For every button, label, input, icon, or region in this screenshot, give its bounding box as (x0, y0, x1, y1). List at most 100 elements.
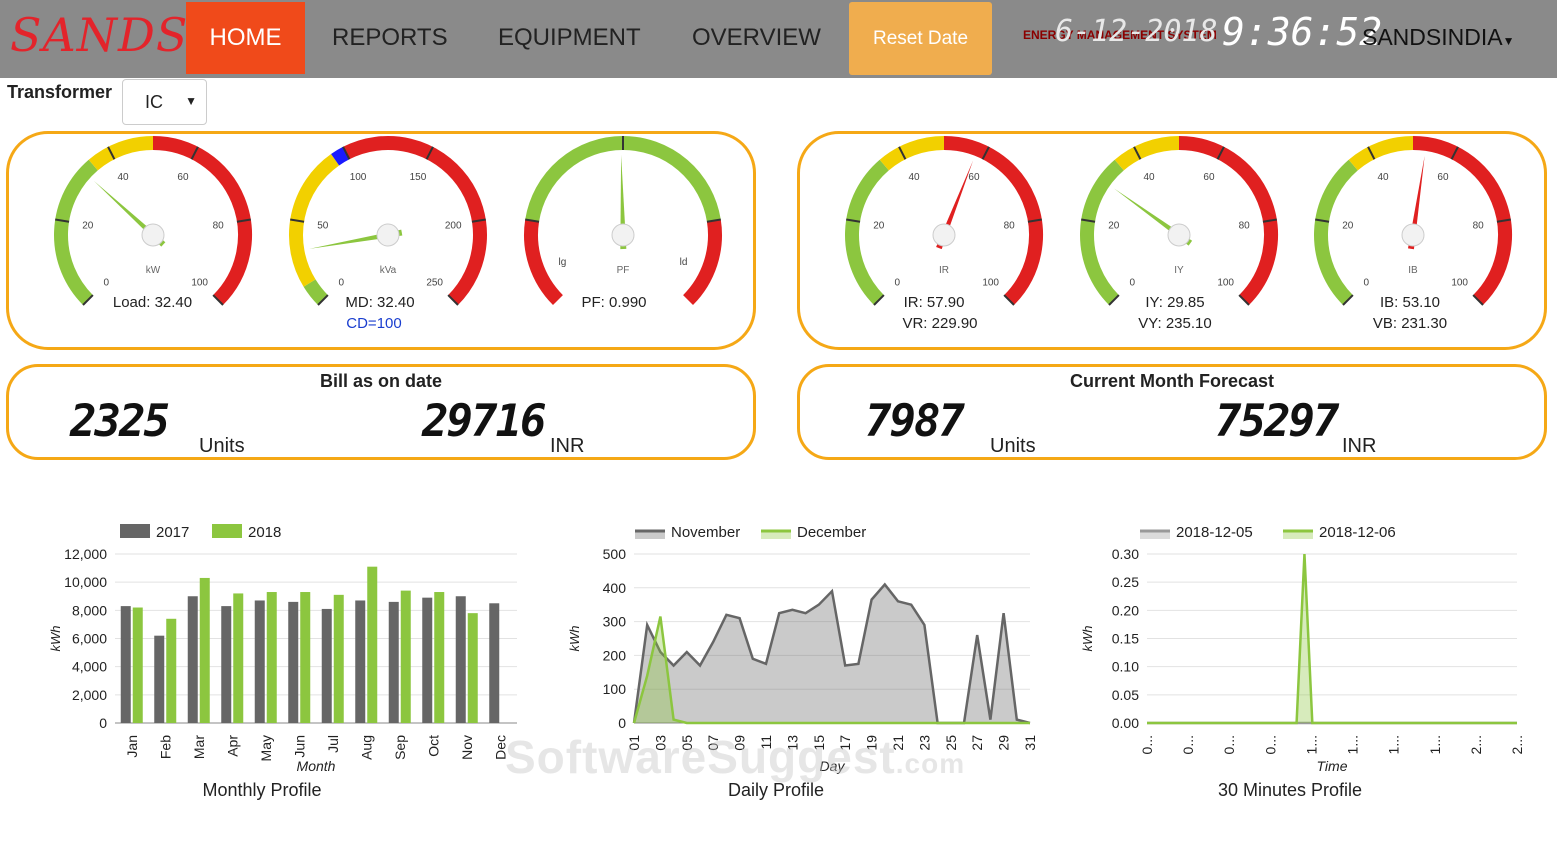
x-tick-label: 0... (1262, 735, 1278, 754)
x-tick-label: Apr (224, 735, 240, 757)
legend-swatch (635, 531, 665, 539)
x-tick-label: 1... (1303, 735, 1319, 754)
load-caption: Load: 32.40 (112, 294, 193, 311)
gauge-tick-label: 60 (1437, 172, 1449, 183)
gauge-tick-label: 100 (1451, 278, 1468, 289)
gauge-band (524, 219, 564, 306)
gauge-tick (873, 294, 885, 306)
gauge-tick (1027, 218, 1042, 223)
gauge-tick-label: 0 (895, 278, 901, 289)
gauge-tick-label: 20 (82, 221, 94, 232)
gauge-tick (190, 146, 199, 160)
x-tick-label: Dec (492, 735, 508, 760)
gauge-tick-label: 40 (117, 172, 129, 183)
nav-overview[interactable]: OVERVIEW (692, 24, 821, 51)
x-tick-label: 25 (943, 735, 959, 751)
y-tick-label: 2,000 (72, 687, 107, 703)
gauge-tick (342, 146, 351, 160)
x-tick-label: May (258, 735, 274, 761)
bar (467, 613, 478, 723)
bar (120, 606, 131, 723)
legend-label: 2018 (248, 524, 281, 541)
gauge-tick (212, 294, 224, 306)
forecast-inr-label: INR (1342, 435, 1377, 457)
ir-caption: IR: 57.90 (903, 294, 965, 311)
x-tick-label: 19 (864, 735, 880, 751)
gauge-hub (611, 223, 635, 247)
gauge-hub (1167, 223, 1191, 247)
clock-date: 6-12-2018 (1055, 14, 1218, 49)
y-tick-label: 0.15 (1112, 631, 1139, 647)
gauge-tick (447, 294, 459, 306)
legend-swatch (1283, 531, 1313, 539)
gauge-tick (1003, 294, 1015, 306)
ir-gauge: 0 20 40 60 80 100 IR (845, 136, 1043, 306)
y-tick-label: 6,000 (72, 631, 107, 647)
gauge-unit-label: kW (146, 265, 161, 276)
caret-down-icon: ▼ (1502, 34, 1515, 48)
gauge-band (1348, 136, 1414, 171)
x-tick-label: 31 (1022, 735, 1038, 751)
gauge-unit-label: IY (1174, 265, 1184, 276)
reset-date-button[interactable]: Reset Date (849, 2, 992, 75)
x-tick-label: Mar (191, 735, 207, 759)
ib-caption: IB: 53.10 (1379, 294, 1441, 311)
y-axis-label: kWh (1080, 626, 1095, 652)
gauge-band (1314, 159, 1358, 305)
x-axis-label: Month (297, 758, 336, 774)
gauge-band (343, 136, 487, 305)
gauge-unit-label: IR (939, 265, 949, 276)
gauge-tick (55, 218, 70, 223)
y-tick-label: 0 (618, 715, 626, 731)
gauge-tick-label: 200 (445, 221, 462, 232)
bar (489, 603, 500, 723)
y-tick-label: 12,000 (64, 546, 107, 562)
gauge-band (289, 154, 340, 287)
gauge-tick (1108, 294, 1120, 306)
nav-equipment[interactable]: EQUIPMENT (498, 24, 641, 51)
gauge-hub (932, 223, 956, 247)
bar (333, 594, 344, 723)
gauge-unit-label: PF (617, 265, 630, 276)
x-tick-label: 0... (1221, 735, 1237, 754)
gauge-tick (706, 218, 721, 223)
gauge-tick-label: 60 (177, 172, 189, 183)
forecast-title: Current Month Forecast (1069, 371, 1274, 391)
gauge-tick (317, 294, 329, 306)
ib-gauge: 0 20 40 60 80 100 IB (1314, 136, 1512, 306)
gauge-band (1114, 136, 1180, 171)
bar (355, 600, 366, 723)
bar (300, 592, 311, 723)
sands-logo[interactable]: SANDS® (10, 2, 204, 62)
gauge-tick-label: 100 (1217, 278, 1234, 289)
chevron-down-icon: ▼ (185, 94, 197, 108)
bar (266, 592, 277, 723)
x-tick-label: 05 (679, 735, 695, 751)
gauge-tick-label: 80 (1004, 221, 1016, 232)
x-tick-label: 15 (811, 735, 827, 751)
x-tick-label: 27 (969, 735, 985, 751)
y-tick-label: 0 (99, 715, 107, 731)
gauge-tick (1315, 218, 1330, 223)
y-axis-label: kWh (567, 626, 582, 652)
bar (187, 596, 198, 723)
y-tick-label: 10,000 (64, 574, 107, 590)
bar (254, 600, 265, 723)
gauge-tick-label: 60 (968, 172, 980, 183)
bar (434, 592, 445, 723)
y-axis-label: kWh (50, 626, 63, 652)
x-tick-label: Jun (291, 735, 307, 758)
nav-home[interactable]: HOME (186, 2, 305, 74)
user-menu[interactable]: SANDSINDIA▼ (1362, 24, 1514, 51)
x-tick-label: 07 (705, 735, 721, 751)
transformer-select[interactable]: IC ▼ (122, 79, 207, 125)
x-tick-label: 1... (1386, 735, 1402, 754)
gauge-tick (1367, 146, 1376, 160)
gauge-tick-label: 150 (410, 172, 427, 183)
x-tick-label: Sep (392, 735, 408, 760)
y-tick-label: 0.30 (1112, 546, 1139, 562)
bar (199, 577, 210, 723)
nav-reports[interactable]: REPORTS (332, 24, 448, 51)
gauge-tick (107, 146, 116, 160)
gauge-tick (1262, 218, 1277, 223)
